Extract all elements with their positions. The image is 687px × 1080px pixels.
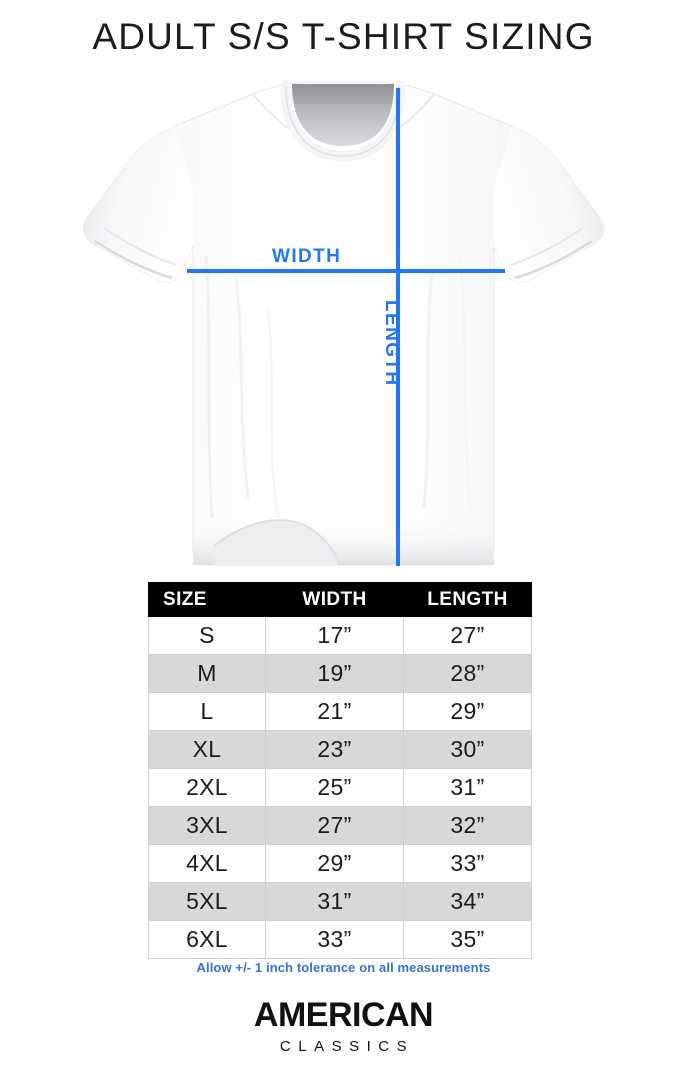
cell-size: 2XL (148, 768, 266, 807)
cell-size: M (148, 654, 266, 693)
cell-width: 27” (265, 806, 404, 845)
cell-size: XL (148, 730, 266, 769)
cell-width: 33” (265, 920, 404, 959)
cell-length: 28” (403, 654, 532, 693)
cell-length: 31” (403, 768, 532, 807)
cell-width: 25” (265, 768, 404, 807)
header-length: LENGTH (403, 582, 532, 617)
cell-length: 33” (403, 844, 532, 883)
table-row: M 19” 28” (148, 654, 532, 693)
cell-size: 5XL (148, 882, 266, 921)
tolerance-note: Allow +/- 1 inch tolerance on all measur… (196, 960, 491, 975)
cell-width: 17” (265, 616, 404, 655)
cell-size: 4XL (148, 844, 266, 883)
cell-width: 23” (265, 730, 404, 769)
table-row: XL 23” 30” (148, 730, 532, 769)
brand-name-secondary: CLASSICS (279, 1038, 415, 1055)
brand-logo: AMERICAN CLASSICS (0, 998, 687, 1054)
cell-length: 27” (403, 616, 532, 655)
cell-size: 3XL (148, 806, 266, 845)
cell-width: 21” (265, 692, 404, 731)
table-row: L 21” 29” (148, 692, 532, 731)
table-row: 6XL 33” 35” (148, 920, 532, 959)
cell-length: 32” (403, 806, 532, 845)
cell-size: L (148, 692, 266, 731)
header-width: WIDTH (265, 582, 404, 617)
tshirt-graphic (83, 80, 604, 566)
cell-width: 31” (265, 882, 404, 921)
cell-length: 30” (403, 730, 532, 769)
cell-length: 34” (403, 882, 532, 921)
size-chart-body: S 17” 27” M 19” 28” L 21” 29” XL 23” 30”… (148, 616, 532, 959)
table-header-row: SIZE WIDTH LENGTH (148, 582, 532, 617)
table-row: 4XL 29” 33” (148, 844, 532, 883)
brand-name-primary: AMERICAN (253, 996, 434, 1034)
cell-size: 6XL (148, 920, 266, 959)
table-row: 2XL 25” 31” (148, 768, 532, 807)
table-row: S 17” 27” (148, 616, 532, 655)
cell-width: 19” (265, 654, 404, 693)
cell-length: 35” (403, 920, 532, 959)
cell-size: S (148, 616, 266, 655)
table-row: 3XL 27” 32” (148, 806, 532, 845)
size-chart-table: SIZE WIDTH LENGTH S 17” 27” M 19” 28” L … (148, 582, 532, 959)
cell-length: 29” (403, 692, 532, 731)
page-title: ADULT S/S T-SHIRT SIZING (92, 16, 595, 57)
cell-width: 29” (265, 844, 404, 883)
table-row: 5XL 31” 34” (148, 882, 532, 921)
header-size: SIZE (148, 582, 266, 617)
shirt-illustration: WIDTH LENGTH (0, 78, 687, 578)
